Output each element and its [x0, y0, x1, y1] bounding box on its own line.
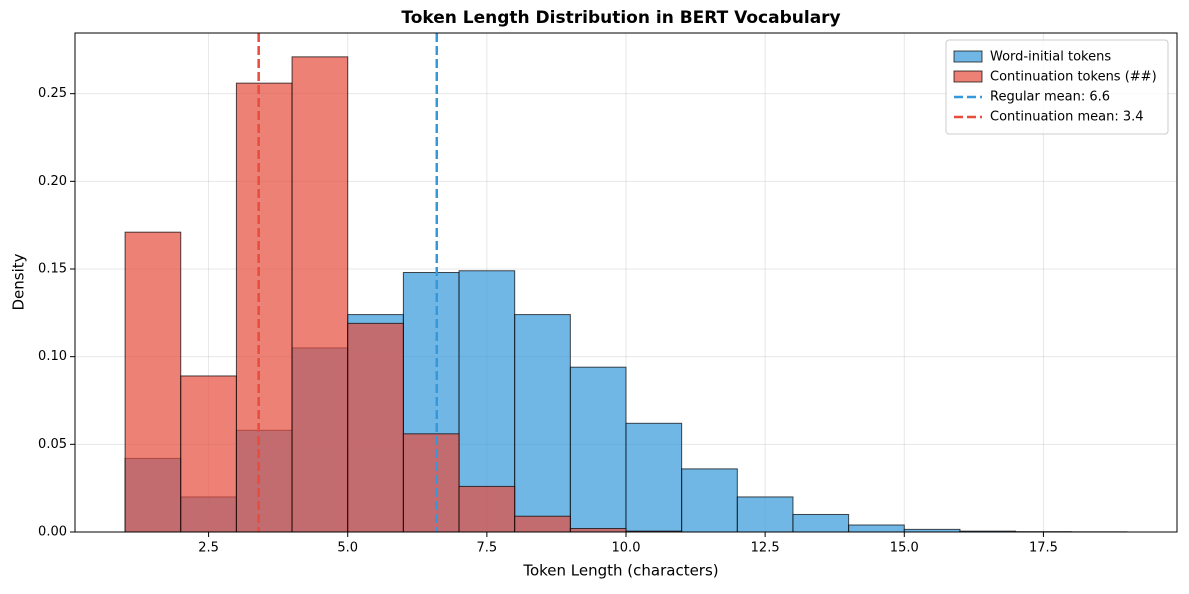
- y-axis-label: Density: [10, 253, 28, 310]
- legend-label: Word-initial tokens: [990, 50, 1111, 65]
- bar: [125, 232, 181, 532]
- chart-title: Token Length Distribution in BERT Vocabu…: [401, 8, 840, 28]
- x-tick-label: 17.5: [1029, 541, 1058, 556]
- bar: [849, 525, 905, 532]
- bar: [570, 367, 626, 532]
- bar: [236, 83, 292, 532]
- bar: [570, 528, 626, 532]
- y-tick-label: 0.25: [38, 86, 67, 101]
- bar: [292, 57, 348, 532]
- bar: [515, 516, 571, 532]
- legend-label: Continuation mean: 3.4: [990, 110, 1144, 125]
- bar: [515, 315, 571, 532]
- x-tick-label: 12.5: [751, 541, 780, 556]
- y-tick-label: 0.00: [38, 525, 67, 540]
- legend: Word-initial tokens Continuation tokens (…: [946, 40, 1168, 134]
- bar: [793, 514, 849, 532]
- legend-swatch: [954, 51, 982, 62]
- x-tick-label: 15.0: [890, 541, 919, 556]
- x-axis-label: Token Length (characters): [522, 562, 718, 580]
- bar: [626, 423, 682, 532]
- bar: [181, 376, 237, 532]
- y-tick-label: 0.20: [38, 174, 67, 189]
- legend-swatch: [954, 71, 982, 82]
- bar: [348, 323, 404, 532]
- legend-label: Regular mean: 6.6: [990, 90, 1110, 105]
- bar: [682, 469, 738, 532]
- x-tick-label: 10.0: [612, 541, 641, 556]
- x-tick-label: 5.0: [337, 541, 358, 556]
- x-tick-label: 2.5: [198, 541, 219, 556]
- legend-label: Continuation tokens (##): [990, 70, 1157, 85]
- bar: [737, 497, 793, 532]
- bar: [459, 486, 515, 532]
- y-tick-label: 0.10: [38, 349, 67, 364]
- y-tick-label: 0.15: [38, 261, 67, 276]
- bar: [403, 434, 459, 532]
- x-tick-label: 7.5: [477, 541, 498, 556]
- y-tick-label: 0.05: [38, 437, 67, 452]
